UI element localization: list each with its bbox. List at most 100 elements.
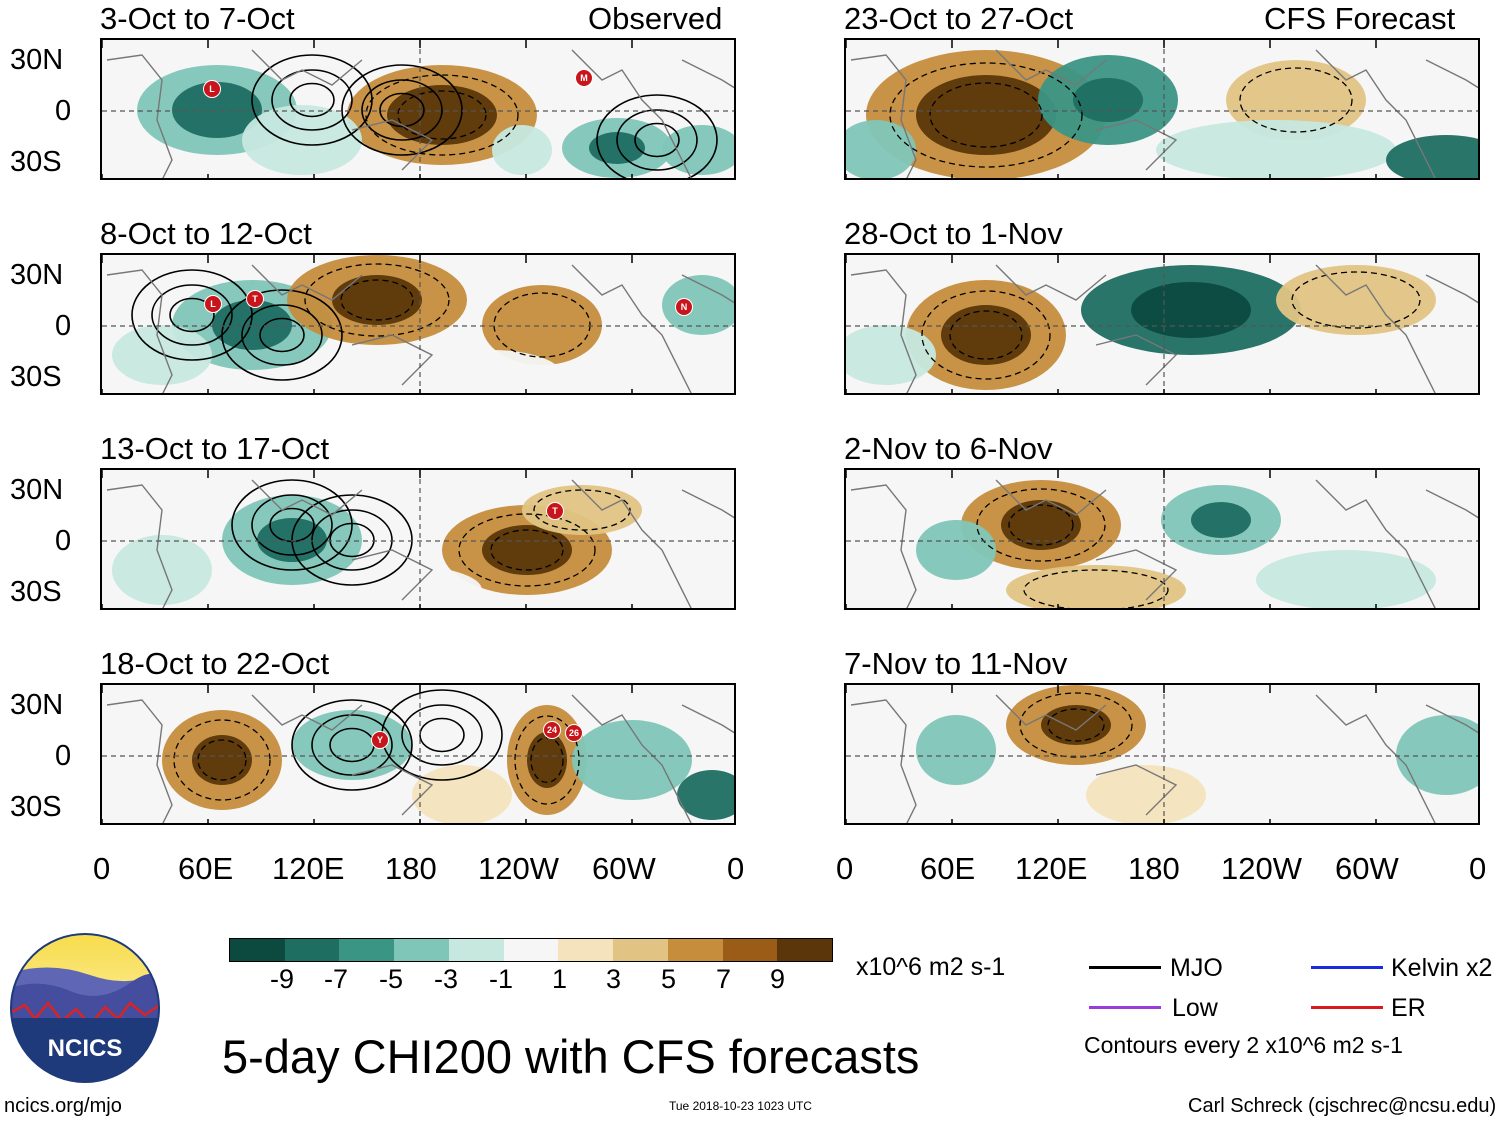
chi200-field	[846, 685, 1478, 823]
figure-title: 5-day CHI200 with CFS forecasts	[222, 1030, 920, 1083]
coastline	[1425, 704, 1478, 734]
chi200-field	[846, 40, 1478, 178]
coastline	[681, 274, 734, 304]
anomaly-region	[1256, 550, 1436, 608]
ncics-logo: NCICS	[10, 933, 160, 1083]
dashed-contour	[929, 82, 1043, 148]
anomaly-region	[422, 350, 562, 393]
dashed-contour	[365, 74, 519, 156]
timestamp: Tue 2018-10-23 1023 UTC	[669, 1099, 812, 1113]
site-link[interactable]: ncics.org/mjo	[4, 1095, 122, 1117]
coastline	[571, 49, 692, 178]
dashed-contour	[197, 739, 247, 781]
lat-label: 30N	[10, 474, 64, 506]
coastline	[1095, 119, 1178, 171]
map-panel	[844, 253, 1480, 395]
mjo-contour	[271, 69, 353, 131]
dashed-contour	[921, 290, 1051, 380]
anomaly-region	[1131, 282, 1251, 338]
coastline	[850, 699, 917, 823]
anomaly-region	[492, 125, 552, 175]
coastline	[106, 699, 173, 823]
coastline	[571, 479, 692, 608]
panel-period-label: 28-Oct to 1-Nov	[844, 216, 1063, 251]
anomaly-region	[522, 485, 642, 535]
coastline	[351, 764, 434, 816]
mjo-contour	[231, 479, 353, 571]
coastline	[995, 479, 1107, 516]
coastline	[351, 549, 434, 601]
chi200-field	[102, 255, 734, 393]
coastline	[571, 264, 692, 393]
anomaly-region	[1226, 60, 1366, 140]
er-legend-label: ER	[1391, 994, 1426, 1022]
anomaly-region	[1396, 715, 1478, 795]
dashed-contour	[949, 310, 1023, 360]
anomaly-region	[412, 765, 512, 823]
coastline	[251, 49, 363, 86]
anomaly-region	[662, 125, 734, 175]
coastline	[351, 334, 434, 386]
lon-label: 120E	[1015, 851, 1088, 886]
lat-label: 0	[55, 740, 72, 772]
dashed-contour	[976, 488, 1106, 562]
kelvin-line-swatch	[1311, 966, 1383, 969]
panel-period-label: 3-Oct to 7-Oct	[100, 1, 295, 36]
lon-label: 0	[836, 851, 854, 886]
coastline	[1315, 479, 1436, 608]
panel-period-label: 13-Oct to 17-Oct	[100, 431, 330, 466]
storm-marker: L	[203, 80, 221, 98]
coastline	[1095, 764, 1178, 816]
coastline	[681, 59, 734, 89]
colorbar-swatch	[722, 939, 778, 961]
dashed-contour	[1019, 692, 1133, 758]
colorbar-swatch	[448, 939, 504, 961]
dashed-contour	[1008, 504, 1074, 546]
lon-label: 120E	[272, 851, 345, 886]
coastline	[1425, 274, 1478, 304]
anomaly-region	[1346, 350, 1478, 393]
storm-marker: T	[546, 502, 564, 520]
anomaly-region	[916, 75, 1056, 155]
credit: Carl Schreck (cjschrec@ncsu.edu)	[1188, 1095, 1497, 1117]
coastline	[995, 264, 1107, 301]
lat-label: 30N	[10, 44, 64, 76]
mjo-contour	[291, 494, 413, 586]
mjo-contour	[596, 94, 718, 178]
chi200-field	[102, 685, 734, 823]
colorbar-swatch	[394, 939, 449, 961]
colorbar-swatch	[777, 939, 833, 961]
anomaly-region	[622, 65, 702, 115]
anomaly-region	[677, 770, 734, 820]
mjo-contour	[379, 92, 425, 128]
low-legend-label: Low	[1172, 994, 1218, 1022]
panel-period-label: 23-Oct to 27-Oct	[844, 1, 1074, 36]
storm-marker: 26	[565, 724, 583, 742]
mjo-contour	[361, 79, 443, 141]
lon-label: 60E	[920, 851, 976, 886]
contour-note: Contours every 2 x10^6 m2 s-1	[1084, 1032, 1403, 1058]
er-line-swatch	[1311, 1006, 1383, 1009]
map-panel	[100, 253, 736, 395]
colorbar-tick: -3	[434, 964, 459, 994]
anomaly-region	[1001, 500, 1081, 550]
anomaly-region	[242, 105, 362, 175]
dashed-contour	[889, 62, 1083, 168]
coastline	[681, 489, 734, 519]
lat-label: 30N	[10, 259, 64, 291]
mjo-contour	[151, 284, 233, 346]
anomaly-region	[1386, 135, 1478, 178]
storm-marker: Y	[371, 731, 389, 749]
dashed-contour	[1239, 67, 1353, 133]
mjo-legend-label: MJO	[1170, 954, 1223, 982]
mjo-contour	[251, 494, 333, 556]
storm-marker: M	[575, 69, 593, 87]
chi200-field	[846, 470, 1478, 608]
colorbar-tick: -5	[379, 964, 404, 994]
coastline	[1315, 694, 1436, 823]
map-panel	[844, 38, 1480, 180]
lon-label: 180	[385, 851, 437, 886]
dashed-contour	[340, 279, 414, 321]
coastline	[1315, 264, 1436, 393]
colorbar-swatch	[667, 939, 723, 961]
